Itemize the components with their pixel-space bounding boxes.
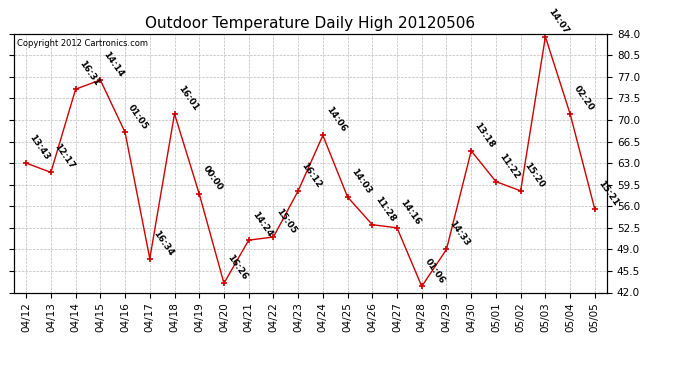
Text: 16:12: 16:12 (299, 161, 324, 189)
Text: 14:06: 14:06 (324, 105, 348, 134)
Text: 01:06: 01:06 (423, 256, 447, 285)
Text: 16:01: 16:01 (176, 84, 199, 112)
Text: 14:14: 14:14 (101, 50, 126, 79)
Text: 02:20: 02:20 (571, 84, 595, 112)
Text: 14:16: 14:16 (398, 198, 422, 226)
Title: Outdoor Temperature Daily High 20120506: Outdoor Temperature Daily High 20120506 (146, 16, 475, 31)
Text: Copyright 2012 Cartronics.com: Copyright 2012 Cartronics.com (17, 39, 148, 48)
Text: 14:07: 14:07 (546, 7, 571, 36)
Text: 15:05: 15:05 (275, 207, 299, 236)
Text: 11:22: 11:22 (497, 152, 521, 180)
Text: 13:43: 13:43 (28, 133, 52, 162)
Text: 00:00: 00:00 (201, 164, 224, 192)
Text: 16:31: 16:31 (77, 59, 101, 88)
Text: 15:20: 15:20 (522, 161, 546, 189)
Text: 14:03: 14:03 (349, 167, 373, 196)
Text: 12:17: 12:17 (52, 142, 76, 171)
Text: 14:33: 14:33 (448, 219, 472, 248)
Text: 15:21: 15:21 (596, 179, 620, 208)
Text: 16:26: 16:26 (226, 253, 249, 282)
Text: 11:28: 11:28 (374, 195, 397, 224)
Text: 13:18: 13:18 (473, 121, 496, 149)
Text: 16:34: 16:34 (151, 228, 175, 257)
Text: 14:24: 14:24 (250, 210, 274, 239)
Text: 01:05: 01:05 (126, 102, 150, 131)
